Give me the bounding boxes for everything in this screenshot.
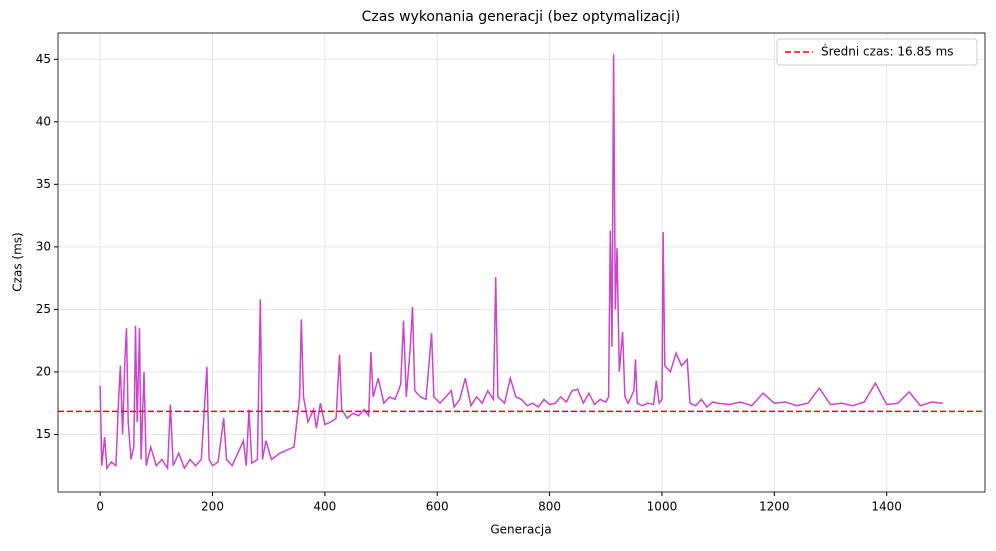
data-line	[99, 54, 943, 471]
y-tick-label: 20	[36, 364, 51, 378]
x-tick-label: 1000	[647, 500, 678, 514]
x-tick-label: 600	[426, 500, 449, 514]
x-tick-label: 0	[96, 500, 104, 514]
y-tick-label: 40	[36, 114, 51, 128]
y-tick-label: 35	[36, 177, 51, 191]
legend-label: Średni czas: 16.85 ms	[821, 44, 954, 59]
y-tick-label: 45	[36, 52, 51, 66]
y-axis-label: Czas (ms)	[11, 232, 25, 291]
chart-title: Czas wykonania generacji (bez optymaliza…	[362, 9, 681, 25]
y-tick-label: 15	[36, 427, 51, 441]
y-tick-label: 30	[36, 239, 51, 253]
y-tick-label: 25	[36, 302, 51, 316]
x-tick-label: 200	[201, 500, 224, 514]
axes-frame	[57, 32, 986, 493]
x-tick-label: 800	[538, 500, 561, 514]
x-tick-label: 400	[313, 500, 336, 514]
x-tick-label: 1200	[759, 500, 790, 514]
x-axis-label: Generacja	[490, 523, 551, 537]
x-tick-label: 1400	[871, 500, 902, 514]
legend-box	[776, 38, 978, 66]
